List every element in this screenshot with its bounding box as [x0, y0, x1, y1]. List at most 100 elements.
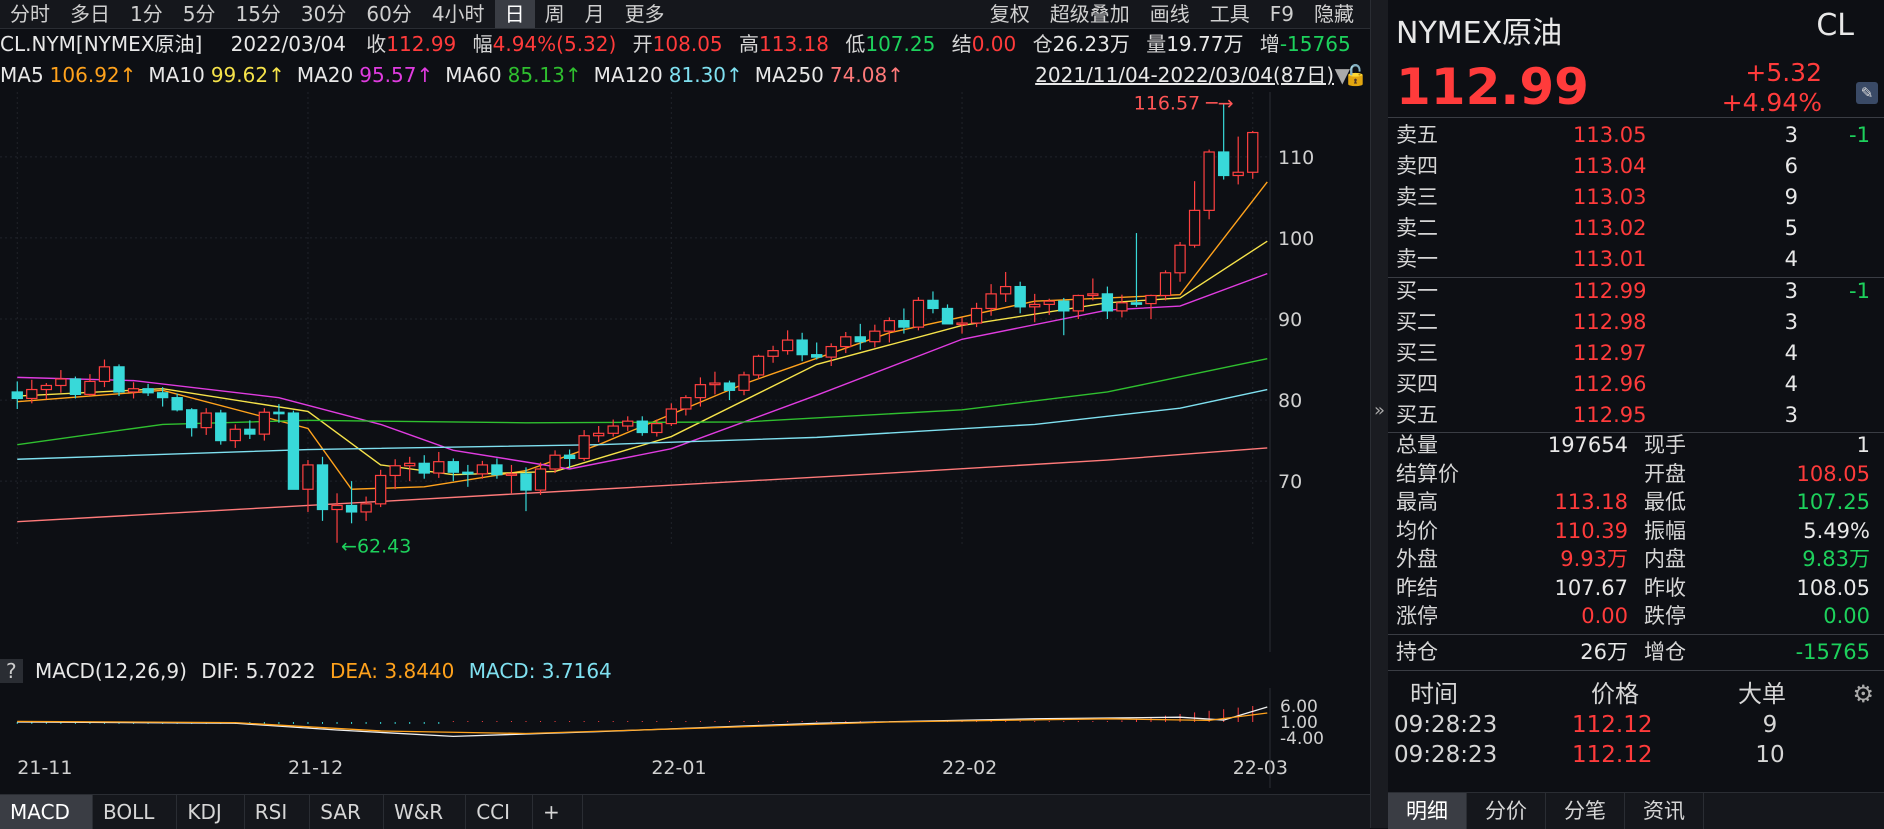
ma-label: MA120	[593, 63, 663, 87]
detail-tab[interactable]: 明细	[1388, 793, 1467, 829]
toolbar-tool-button[interactable]: 复权	[989, 2, 1030, 26]
x-tick-label: 22-02	[942, 757, 997, 779]
period-button[interactable]: 多日	[70, 2, 110, 26]
candle	[1130, 233, 1143, 307]
indicator-tab[interactable]: SAR	[310, 795, 384, 829]
indicator-tab[interactable]: KDJ	[177, 795, 245, 829]
candle	[447, 458, 460, 482]
orderbook-vol: 9	[1784, 185, 1798, 209]
high-value: 113.18	[759, 32, 829, 56]
trades-header: 时间 价格 大单 ⚙	[1388, 676, 1884, 712]
period-button[interactable]: 60分	[366, 2, 412, 26]
ma-line-ma250	[17, 447, 1268, 523]
detail-tab[interactable]: 分笔	[1546, 793, 1625, 829]
orderbook-label: 买一	[1396, 279, 1438, 303]
indicator-tab[interactable]: BOLL	[93, 795, 178, 829]
toolbar-tool-button[interactable]: 超级叠加	[1049, 2, 1130, 26]
change-pct: +4.94%	[1721, 88, 1822, 117]
candle	[840, 331, 852, 354]
holding-value: 26万	[1580, 640, 1628, 664]
lock-icon[interactable]: 🔓	[1343, 63, 1368, 87]
candle	[302, 460, 314, 512]
stat-value: 113.18	[1554, 490, 1628, 514]
candle	[69, 376, 82, 399]
indicator-tab[interactable]: RSI	[245, 795, 311, 829]
period-button[interactable]: 30分	[300, 2, 347, 26]
last-price: 112.99	[1396, 58, 1589, 116]
period-button[interactable]: 5分	[182, 2, 216, 26]
candle-body	[869, 330, 881, 343]
orderbook-label: 买五	[1396, 403, 1438, 427]
macd-header: ? MACD(12,26,9) DIF: 5.7022 DEA: 3.8440 …	[0, 656, 1370, 686]
candle-body	[1029, 303, 1041, 308]
candle	[869, 324, 881, 348]
orderbook-row: 卖四 113.04 6	[1388, 151, 1884, 182]
edit-icon[interactable]: ✎	[1856, 82, 1878, 104]
open-value: 108.05	[652, 32, 723, 56]
dea-line	[17, 712, 1268, 735]
candle	[229, 424, 241, 448]
help-icon[interactable]: ?	[0, 659, 23, 683]
toolbar-tool-button[interactable]: 隐藏	[1314, 2, 1354, 26]
orderbook-price: 112.98	[1573, 310, 1647, 334]
indicator-tab[interactable]: MACD	[0, 795, 93, 829]
candle	[883, 317, 896, 343]
gear-icon[interactable]: ⚙	[1852, 680, 1874, 708]
period-button[interactable]: 更多	[624, 2, 665, 26]
candle-body	[418, 462, 430, 474]
candlestick-chart[interactable]: 70 80 90 100 110 116.57 ─→ ←62.43	[0, 92, 1370, 657]
indicator-tab[interactable]: CCI	[466, 795, 534, 829]
toolbar-tool-button[interactable]: 工具	[1209, 2, 1250, 26]
candle	[1174, 241, 1186, 282]
toolbar-tool-button[interactable]: F9	[1269, 2, 1294, 26]
detail-tab[interactable]: 资讯	[1625, 793, 1704, 829]
candle-body	[476, 464, 489, 475]
divider-line	[1388, 432, 1884, 433]
stat-row: 最高 113.18 最低 107.25	[1388, 488, 1884, 517]
candle-body	[360, 503, 372, 513]
date-range-label[interactable]: 2021/11/04-2022/03/04(87日)	[1035, 63, 1334, 87]
vol-label: 量	[1146, 32, 1167, 56]
stat-label: 均价	[1396, 518, 1438, 543]
ma-label: MA10	[148, 63, 205, 87]
candle-body	[244, 428, 256, 435]
candle	[185, 408, 198, 437]
indicator-tab[interactable]: +	[533, 795, 583, 829]
close-label: 收	[366, 32, 387, 56]
low-value: 107.25	[865, 32, 936, 56]
trade-row: 09:28:23 112.12 9	[1388, 710, 1884, 740]
orderbook-label: 卖二	[1396, 216, 1438, 240]
period-button[interactable]: 日	[494, 0, 535, 28]
candle-body	[1130, 302, 1143, 305]
panel-divider[interactable]: »	[1370, 0, 1390, 828]
oi-label: 仓	[1032, 32, 1053, 56]
low-annotation: ←62.43	[341, 536, 411, 558]
period-button[interactable]: 周	[544, 2, 565, 26]
candle-body	[840, 336, 852, 348]
ma-value: 99.62↑	[210, 63, 285, 87]
collapse-arrow-icon[interactable]: »	[1374, 400, 1386, 421]
candle-body	[505, 473, 518, 476]
stat-label: 最低	[1644, 490, 1686, 514]
period-button[interactable]: 1分	[130, 2, 163, 26]
dropdown-triangle-icon[interactable]: ▼	[1334, 63, 1350, 87]
period-button[interactable]: 4小时	[431, 2, 485, 26]
candle-body	[1203, 151, 1215, 211]
period-button[interactable]: 月	[584, 2, 605, 26]
detail-tab[interactable]: 分价	[1467, 793, 1546, 829]
stat-row: 均价 110.39 振幅 5.49%	[1388, 517, 1884, 546]
toolbar-tool-button[interactable]: 画线	[1149, 2, 1190, 26]
orderbook-row: 买四 112.96 4	[1388, 369, 1884, 400]
stat-value: 197654	[1547, 433, 1628, 457]
candle-body	[927, 299, 939, 310]
period-button[interactable]: 分时	[10, 2, 50, 26]
candle-body	[1014, 285, 1026, 308]
candle	[752, 354, 765, 379]
indicator-tab[interactable]: W&R	[384, 795, 467, 829]
stat-value: 1	[1856, 433, 1870, 457]
candle-body	[98, 366, 111, 383]
period-button[interactable]: 15分	[235, 2, 281, 26]
candle-body	[1087, 293, 1099, 297]
candle-body	[11, 391, 23, 400]
stat-value: 108.05	[1796, 575, 1870, 600]
